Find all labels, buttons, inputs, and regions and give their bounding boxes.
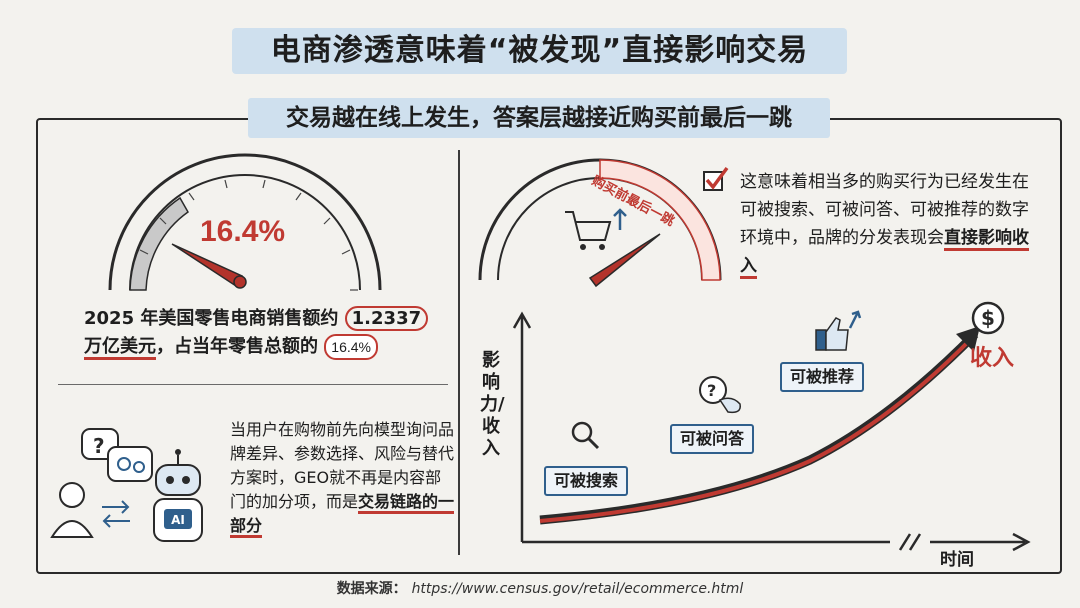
- stage-qa-tag: 可被问答: [670, 424, 755, 454]
- dollar-icon: $: [971, 301, 1005, 335]
- insight-emphasis: 直接影响收入: [740, 228, 1029, 279]
- stage-recommend-tag: 可被推荐: [780, 362, 865, 392]
- ai-badge: AI: [171, 513, 185, 527]
- question-bubble-icon: ?: [699, 376, 741, 414]
- y-axis-label: 影响力/收入: [480, 350, 505, 459]
- svg-text:$: $: [981, 306, 995, 330]
- page-title: 电商渗透意味着“被发现”直接影响交易: [232, 28, 847, 74]
- stat-value: 1.2337: [344, 306, 429, 331]
- source-label: 数据来源：: [336, 581, 407, 597]
- source-url[interactable]: https://www.census.gov/retail/ecommerce.…: [411, 581, 744, 597]
- growth-chart: ? $: [512, 301, 1031, 552]
- horizontal-divider: [58, 384, 448, 385]
- stat-line2: ，占当年零售总额的: [156, 336, 318, 357]
- geo-explanation: 当用户在购物前先向模型询问品牌差异、参数选择、风险与替代方案时，GEO就不再是内…: [230, 418, 455, 538]
- data-source: 数据来源： https://www.census.gov/retail/ecom…: [0, 578, 1080, 598]
- stat-share: 16.4%: [324, 334, 378, 360]
- user-ai-illustration: ? AI: [50, 428, 203, 542]
- gauge-percent-label: 16.4%: [200, 215, 286, 248]
- stage-search-tag: 可被搜索: [544, 466, 629, 496]
- income-label: 收入: [970, 346, 1015, 371]
- purchase-gauge: [478, 158, 722, 288]
- stat-unit: 万亿美元: [84, 336, 156, 360]
- svg-text:?: ?: [93, 434, 105, 458]
- insight-statement: 这意味着相当多的购买行为已经发生在可被搜索、可被问答、可被推荐的数字环境中，品牌…: [740, 168, 1045, 280]
- check-icon: [703, 166, 729, 191]
- magnifier-icon: [571, 421, 600, 450]
- cart-icon: [565, 208, 627, 250]
- insight-body: 这意味着相当多的购买行为已经发生在可被搜索、可被问答、可被推荐的数字环境中，品牌…: [740, 172, 1029, 248]
- ecommerce-stat: 2025 年美国零售电商销售额约 1.2337 万亿美元，占当年零售总额的 16…: [84, 305, 434, 361]
- geo-body: 当用户在购物前先向模型询问品牌差异、参数选择、风险与替代方案时，GEO就不再是内…: [230, 420, 455, 511]
- stat-line1: 2025 年美国零售电商销售额约: [84, 308, 339, 329]
- svg-text:?: ?: [707, 381, 716, 400]
- x-axis-label: 时间: [940, 550, 974, 570]
- vertical-divider: [458, 150, 460, 555]
- page-subtitle: 交易越在线上发生，答案层越接近购买前最后一跳: [248, 98, 830, 138]
- share-gauge: [108, 153, 382, 291]
- geo-emphasis: 交易链路的一部分: [230, 492, 455, 538]
- thumbs-up-icon: [815, 310, 862, 351]
